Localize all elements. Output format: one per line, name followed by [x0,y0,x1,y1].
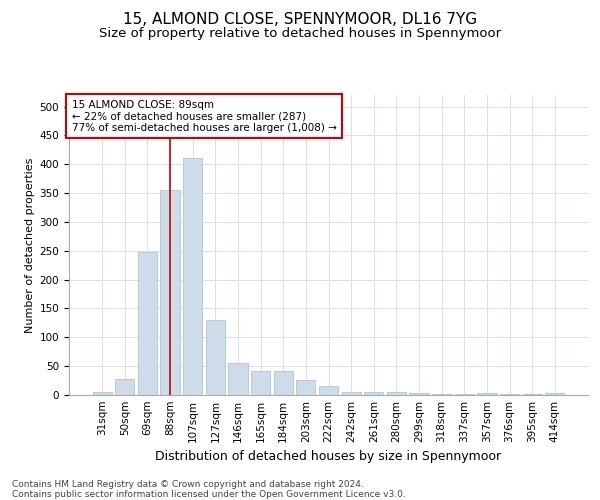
Bar [92,392,112,395]
Bar [296,380,316,395]
Bar [206,320,225,395]
Text: Contains HM Land Registry data © Crown copyright and database right 2024.
Contai: Contains HM Land Registry data © Crown c… [12,480,406,500]
Bar [251,371,270,395]
Bar [432,394,451,395]
Bar [455,394,474,395]
Bar [229,364,248,395]
Text: 15, ALMOND CLOSE, SPENNYMOOR, DL16 7YG: 15, ALMOND CLOSE, SPENNYMOOR, DL16 7YG [123,12,477,28]
Bar [183,158,202,395]
Bar [115,379,134,395]
Bar [500,394,519,395]
Bar [274,371,293,395]
Bar [477,394,497,395]
Bar [409,394,428,395]
Bar [523,394,542,395]
Bar [545,394,565,395]
Text: Size of property relative to detached houses in Spennymoor: Size of property relative to detached ho… [99,28,501,40]
Bar [364,392,383,395]
Bar [341,392,361,395]
Bar [319,386,338,395]
Text: 15 ALMOND CLOSE: 89sqm
← 22% of detached houses are smaller (287)
77% of semi-de: 15 ALMOND CLOSE: 89sqm ← 22% of detached… [71,100,337,132]
Bar [138,252,157,395]
Y-axis label: Number of detached properties: Number of detached properties [25,158,35,332]
Bar [160,190,180,395]
X-axis label: Distribution of detached houses by size in Spennymoor: Distribution of detached houses by size … [155,450,502,464]
Bar [387,392,406,395]
